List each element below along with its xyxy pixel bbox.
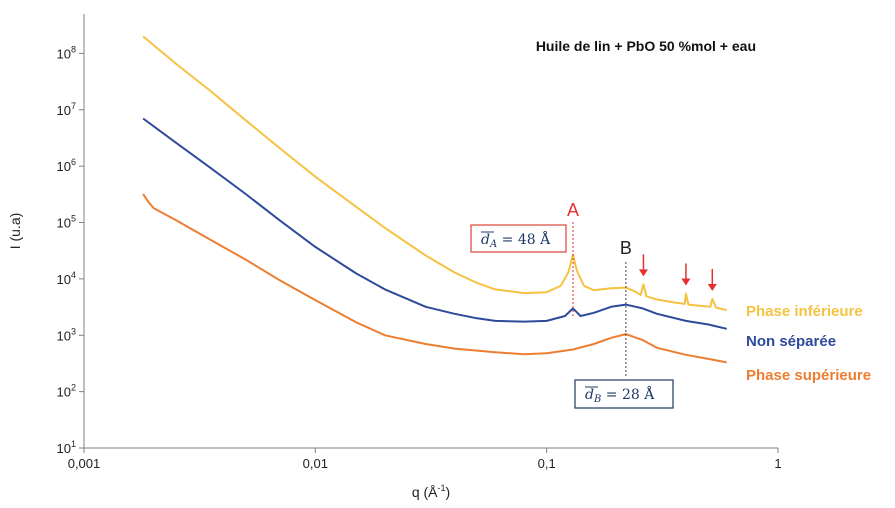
d-b-box	[574, 379, 674, 409]
x-tick-label: 0,001	[68, 456, 101, 471]
y-tick-label: 104	[57, 270, 76, 287]
chart-title: Huile de lin + PbO 50 %mol + eau	[536, 38, 756, 54]
y-axis-label: I (u.a)	[7, 213, 23, 250]
legend-phase-inferieure: Phase inférieure	[746, 303, 863, 320]
y-tick-label: 107	[57, 101, 76, 118]
series-layer	[142, 35, 727, 364]
d-a-box	[470, 224, 567, 253]
annotation-layer	[572, 222, 717, 376]
peak-b-label: B	[620, 238, 632, 258]
x-tick-label: 0,1	[538, 456, 556, 471]
peak-arrow-head	[681, 278, 691, 286]
series-line-2	[142, 193, 727, 364]
peak-arrow-head	[638, 269, 648, 277]
legend-phase-superieure: Phase supérieure	[746, 367, 871, 384]
x-axis-label: q (Å-1)	[412, 483, 450, 500]
series-line-1	[142, 117, 727, 330]
y-tick-label: 101	[57, 439, 76, 456]
y-tick-label: 106	[57, 157, 76, 174]
legend-non-separee: Non séparée	[746, 333, 836, 350]
axes	[83, 14, 778, 449]
d-b-value: dB = 28 Å	[585, 385, 655, 405]
y-tick-label: 103	[57, 326, 76, 343]
d-a-value: dA = 48 Å	[481, 230, 551, 250]
peak-arrow-head	[707, 283, 717, 291]
y-tick-label: 102	[57, 383, 76, 400]
x-tick-label: 1	[774, 456, 781, 471]
y-tick-label: 105	[57, 214, 76, 231]
y-tick-label: 108	[57, 44, 76, 61]
peak-a-label: A	[567, 200, 579, 220]
ticks: 0,001 0,01 0,1 1 101 102 103 104 105 106 107 108	[57, 44, 782, 471]
x-tick-label: 0,01	[303, 456, 328, 471]
series-line-0	[142, 35, 727, 312]
